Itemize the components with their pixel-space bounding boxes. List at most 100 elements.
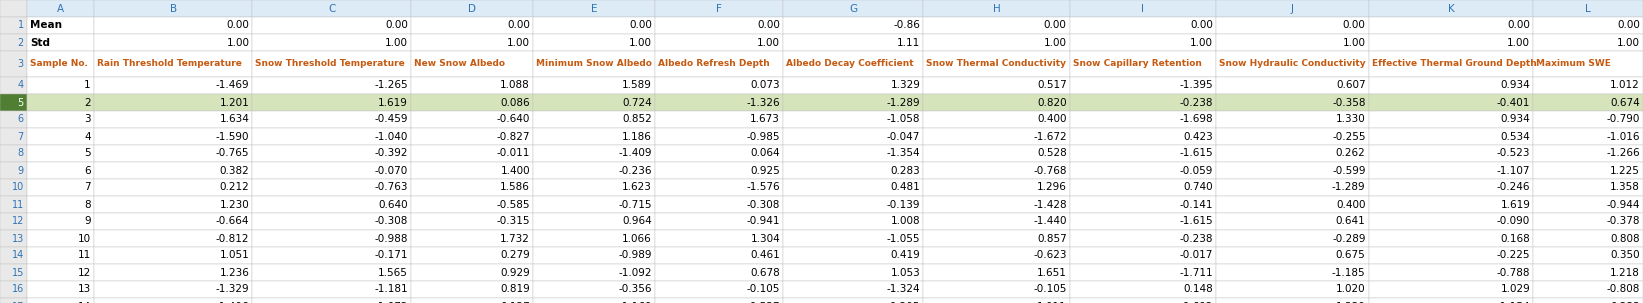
Bar [1369, 162, 1533, 179]
Text: -0.246: -0.246 [1497, 182, 1530, 192]
Bar [1216, 298, 1369, 303]
Bar [656, 77, 784, 94]
Text: 0.064: 0.064 [751, 148, 780, 158]
Bar [411, 298, 532, 303]
Bar [94, 111, 253, 128]
Bar [923, 230, 1070, 247]
Text: -1.672: -1.672 [1033, 132, 1066, 142]
Text: -0.308: -0.308 [746, 199, 780, 209]
Text: E: E [591, 4, 598, 14]
Bar [1070, 77, 1216, 94]
Bar [253, 281, 411, 298]
Bar [253, 298, 411, 303]
Bar [656, 196, 784, 213]
Text: 1.296: 1.296 [1037, 182, 1066, 192]
Bar [923, 51, 1070, 77]
Text: 1.236: 1.236 [220, 268, 250, 278]
Text: -0.225: -0.225 [1497, 251, 1530, 261]
Bar [1216, 247, 1369, 264]
Text: 8: 8 [84, 199, 90, 209]
Bar [656, 281, 784, 298]
Bar [1216, 128, 1369, 145]
Text: 1.00: 1.00 [1507, 38, 1530, 48]
Bar [1070, 179, 1216, 196]
Bar [923, 34, 1070, 51]
Text: 1.218: 1.218 [1610, 268, 1640, 278]
Bar [532, 94, 656, 111]
Bar [923, 162, 1070, 179]
Bar [1070, 51, 1216, 77]
Bar [0, 196, 26, 213]
Bar [94, 213, 253, 230]
Bar [253, 264, 411, 281]
Text: -1.576: -1.576 [746, 182, 780, 192]
Text: -0.105: -0.105 [746, 285, 780, 295]
Bar [94, 196, 253, 213]
Bar [94, 281, 253, 298]
Bar [1070, 0, 1216, 17]
Bar [0, 298, 26, 303]
Bar [411, 230, 532, 247]
Bar [26, 162, 94, 179]
Bar [253, 247, 411, 264]
Bar [1216, 34, 1369, 51]
Bar [1216, 230, 1369, 247]
Bar [94, 230, 253, 247]
Text: -0.640: -0.640 [496, 115, 531, 125]
Bar [784, 179, 923, 196]
Bar [1216, 111, 1369, 128]
Text: 0.481: 0.481 [891, 182, 920, 192]
Text: 1.012: 1.012 [1610, 81, 1640, 91]
Bar [253, 51, 411, 77]
Bar [94, 0, 253, 17]
Text: -0.059: -0.059 [1180, 165, 1213, 175]
Text: Snow Capillary Retention: Snow Capillary Retention [1073, 59, 1201, 68]
Bar [253, 17, 411, 34]
Bar [1070, 111, 1216, 128]
Text: -1.185: -1.185 [1332, 268, 1365, 278]
Bar [94, 145, 253, 162]
Text: -1.698: -1.698 [1180, 115, 1213, 125]
Bar [1369, 34, 1533, 51]
Bar [784, 145, 923, 162]
Bar [532, 230, 656, 247]
Text: 1.088: 1.088 [499, 81, 531, 91]
Text: 0.934: 0.934 [1500, 115, 1530, 125]
Text: 4: 4 [18, 81, 25, 91]
Bar [94, 213, 253, 230]
Bar [1070, 298, 1216, 303]
Bar [532, 213, 656, 230]
Text: D: D [468, 4, 476, 14]
Bar [784, 77, 923, 94]
Bar [656, 94, 784, 111]
Text: -0.585: -0.585 [496, 199, 531, 209]
Text: 1.11: 1.11 [897, 38, 920, 48]
Bar [1216, 281, 1369, 298]
Bar [1533, 179, 1643, 196]
Bar [1369, 281, 1533, 298]
Bar [411, 128, 532, 145]
Bar [532, 34, 656, 51]
Bar [1070, 264, 1216, 281]
Text: -0.315: -0.315 [496, 217, 531, 227]
Text: 0.086: 0.086 [501, 98, 531, 108]
Text: -0.358: -0.358 [1332, 98, 1365, 108]
Bar [253, 34, 411, 51]
Text: Maximum SWE: Maximum SWE [1536, 59, 1612, 68]
Bar [26, 196, 94, 213]
Bar [1533, 213, 1643, 230]
Bar [1533, 247, 1643, 264]
Bar [1369, 264, 1533, 281]
Text: 12: 12 [77, 268, 90, 278]
Bar [923, 281, 1070, 298]
Bar [1216, 128, 1369, 145]
Text: 0.964: 0.964 [623, 217, 652, 227]
Bar [923, 111, 1070, 128]
Text: Effective Thermal Ground Depth: Effective Thermal Ground Depth [1372, 59, 1536, 68]
Bar [923, 298, 1070, 303]
Text: 1.186: 1.186 [623, 132, 652, 142]
Bar [656, 128, 784, 145]
Bar [26, 94, 94, 111]
Bar [253, 162, 411, 179]
Text: 1.00: 1.00 [629, 38, 652, 48]
